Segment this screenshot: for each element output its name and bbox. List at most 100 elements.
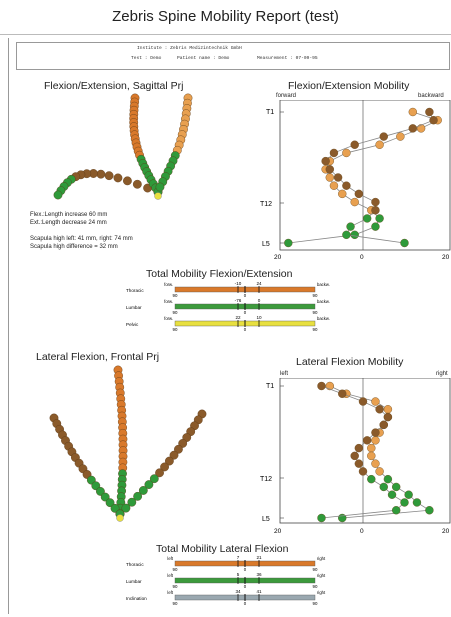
bar-left-label: forw. — [164, 316, 173, 321]
bar-scale-label: 0 — [244, 310, 247, 315]
bar-top-value: 41 — [256, 589, 262, 594]
report-header: Institute : Zebris Medizintechnik GmbH T… — [16, 42, 450, 70]
flex-plot-point — [338, 189, 347, 199]
lat-plot-point — [379, 482, 388, 492]
lat-plot-point — [391, 506, 401, 515]
frontal-vertebra — [174, 444, 183, 454]
flex-plot-point — [333, 173, 343, 182]
flex-plot-point — [350, 197, 359, 207]
flex-plot-point — [400, 238, 409, 248]
lat-plot-point — [371, 436, 380, 445]
lat-plot-point — [354, 459, 364, 468]
lat-plot-point — [358, 467, 368, 476]
bar-scale-label: 90 — [173, 584, 178, 589]
bar-row-name: Thoracic — [126, 562, 144, 567]
bar-scale-label: 0 — [244, 567, 247, 572]
bar-scale-label: 90 — [313, 327, 318, 332]
flex-mobility-title: Flexion/Extension Mobility — [288, 80, 410, 92]
frontal-title: Lateral Flexion, Frontal Prj — [36, 351, 160, 363]
lat-plot-point — [338, 389, 347, 398]
lat-plot-point — [391, 482, 401, 492]
sagittal-note-scapula: Scapula high left: 41 mm, right: 74 mm — [30, 236, 133, 242]
flex-plot-point — [408, 107, 418, 117]
lat-plot-point — [350, 451, 359, 461]
bar-scale-label: 90 — [313, 293, 318, 298]
lat-plot-point — [379, 420, 388, 430]
flex-x-zero: 0 — [360, 254, 364, 260]
bar-scale-label: 90 — [173, 310, 178, 315]
flex-plot-point — [371, 197, 380, 207]
total-flex-bars: Thoracic forw. backw. -10 24 90 0 90 Lumbar forw.… — [126, 281, 330, 332]
bar-top-value: 10 — [256, 315, 262, 320]
flex-x-left: 20 — [274, 254, 282, 260]
frontal-vertebra — [144, 480, 154, 489]
flex-plot-point — [408, 124, 418, 133]
total-lateral-title: Total Mobility Lateral Flexion — [156, 543, 289, 555]
bar-top-value: 0 — [258, 298, 261, 303]
lat-plot-point — [404, 490, 413, 499]
lat-plot-point — [375, 405, 384, 414]
frontal-pelvis-marker — [116, 514, 124, 522]
frontal-vertebra — [138, 486, 148, 495]
flex-plot-point — [396, 132, 405, 141]
bar-right-label: right — [317, 556, 326, 561]
lat-plot-point — [358, 397, 368, 406]
lat-plot-point — [371, 428, 380, 437]
bar-row-name: Pelvic — [126, 322, 139, 327]
frontal-vertebra — [149, 474, 159, 484]
sagittal-pelvis-marker — [154, 192, 162, 200]
frontal-vertebra — [121, 503, 131, 513]
lateral-right-label: right — [436, 371, 448, 377]
bar-left-label: forw. — [164, 299, 173, 304]
flex-plot-point — [354, 189, 364, 199]
lat-plot-point — [425, 506, 434, 515]
flex-x-right: 20 — [442, 254, 450, 260]
frontal-vertebra — [155, 468, 164, 478]
lat-y-l5: L5 — [262, 516, 270, 523]
flex-right-label: backward — [418, 93, 444, 99]
bar-top-value: 5 — [237, 572, 240, 577]
lat-plot-point — [371, 459, 380, 468]
flex-plot-point — [371, 222, 380, 231]
lat-x-zero: 0 — [360, 528, 364, 535]
flex-plot-point — [325, 165, 335, 174]
bar-top-value: 7 — [237, 555, 240, 560]
bar-scale-label: 0 — [244, 584, 247, 589]
flex-plot-point — [329, 148, 339, 158]
frontal-vertebra — [127, 497, 137, 507]
header-institute: Institute : Zebris Medizintechnik GmbH — [137, 46, 242, 51]
frontal-vertebra — [133, 491, 143, 501]
flex-left-label: forward — [276, 93, 297, 99]
lateral-mobility-title: Lateral Flexion Mobility — [296, 356, 404, 368]
bar-top-value: 22 — [235, 315, 241, 320]
lat-plot-point — [367, 451, 376, 461]
flex-y-t12: T12 — [260, 201, 272, 208]
bar-left-label: left — [167, 573, 173, 578]
bar-right-label: right — [317, 590, 326, 595]
lat-plot-point — [354, 443, 364, 453]
lat-plot-point — [387, 490, 397, 499]
sagittal-vertebra — [96, 169, 106, 179]
bar-row-name: Inclination — [126, 596, 147, 601]
lat-plot-point — [383, 474, 393, 484]
flex-plot-point — [425, 107, 434, 117]
bar-scale-label: 0 — [244, 293, 247, 298]
flex-y-l5: L5 — [262, 241, 270, 248]
lat-plot-point — [383, 405, 393, 414]
sagittal-vertebra — [104, 171, 114, 181]
frontal-vertebra — [96, 487, 105, 496]
report-title: Zebris Spine Mobility Report (test) — [0, 0, 451, 35]
bar-scale-label: 0 — [244, 601, 247, 606]
flex-plot-point — [375, 140, 384, 149]
sagittal-note-ext: Ext.:Length decrease 24 mm — [30, 220, 107, 226]
bar-right-label: right — [317, 573, 326, 578]
flex-mobility-chart: T1 T12 L5 20 0 20 — [260, 100, 451, 260]
lateral-left-label: left — [280, 371, 289, 377]
flex-plot-point — [429, 115, 438, 125]
sagittal-vertebra — [132, 179, 142, 189]
lateral-mobility-chart: T1 T12 L5 20 0 20 — [260, 378, 451, 535]
bar-scale-label: 90 — [313, 601, 318, 606]
lat-x-right: 20 — [442, 528, 450, 535]
sagittal-vertebra — [123, 176, 132, 186]
flex-plot-point — [350, 140, 359, 149]
